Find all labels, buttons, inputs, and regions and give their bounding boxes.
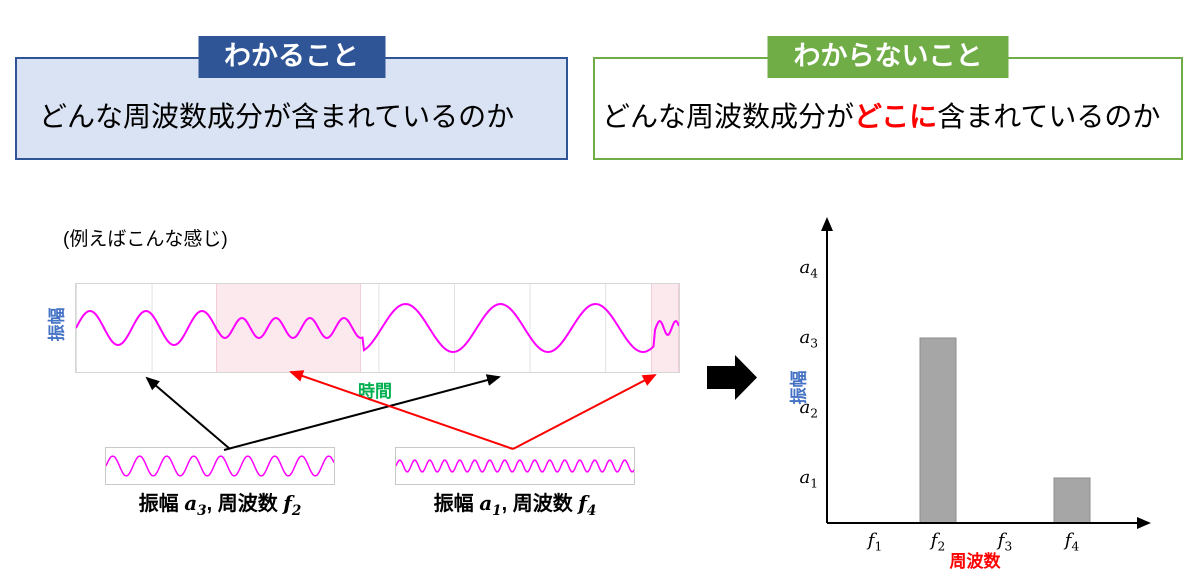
component-highlight [216, 284, 361, 372]
x-tick-label: f3 [997, 530, 1013, 554]
known-box-title: わかること [198, 36, 385, 78]
time-axis-label: 時間 [358, 382, 392, 401]
amp-a1: a1 [479, 491, 502, 519]
main-waveform [75, 284, 680, 372]
transform-arrow-icon [707, 355, 757, 400]
component-label-f2: 振幅 a3, 周波数 f2 [138, 491, 302, 519]
unknown-box-body: どんな周波数成分がどこに含まれているのか [595, 95, 1181, 135]
unknown-box: わからないこと どんな周波数成分がどこに含まれているのか [593, 36, 1183, 160]
main-amplitude-axis-label: 振幅 [47, 307, 67, 342]
y-tick-label: a4 [799, 257, 818, 281]
component-wave-f4 [395, 447, 636, 485]
unknown-box-title: わからないこと [767, 36, 1009, 78]
bar-chart: 振幅 周波数 a1 a2 a3 a4 f1 f2 f3 f4 [780, 195, 1180, 573]
freq-f4: f4 [578, 491, 597, 519]
red-arrow-right [512, 374, 657, 450]
example-note: (例えばこんな感じ) [63, 229, 228, 250]
x-tick-label: f1 [867, 530, 883, 554]
unknown-body-before: どんな周波数成分が [602, 101, 855, 132]
x-tick-label: f4 [1064, 530, 1080, 554]
bar-chart-plot [821, 217, 1151, 529]
component-wave-f2 [105, 447, 335, 485]
waveform-grid [76, 284, 679, 372]
freq-f2: f2 [283, 491, 302, 519]
y-tick-label: a2 [799, 397, 818, 421]
main-waveform-panel [75, 283, 680, 373]
component-label-f4: 振幅 a1, 周波数 f4 [433, 491, 597, 519]
known-box-body: どんな周波数成分が含まれているのか [39, 101, 515, 132]
unknown-body-after: 含まれているのか [937, 101, 1161, 132]
x-tick-label: f2 [930, 530, 946, 554]
black-arrow-left [145, 376, 231, 450]
y-tick-label: a1 [799, 467, 818, 491]
bar [919, 337, 957, 524]
amp-a3: a3 [184, 491, 207, 519]
component-highlight [651, 284, 679, 372]
bar [1053, 477, 1091, 524]
y-tick-label: a3 [799, 327, 818, 351]
chart-frequency-axis-label: 周波数 [949, 552, 1001, 571]
unknown-body-emphasis: どこに [854, 101, 938, 132]
known-box: わかること どんな周波数成分が含まれているのか [15, 36, 568, 160]
